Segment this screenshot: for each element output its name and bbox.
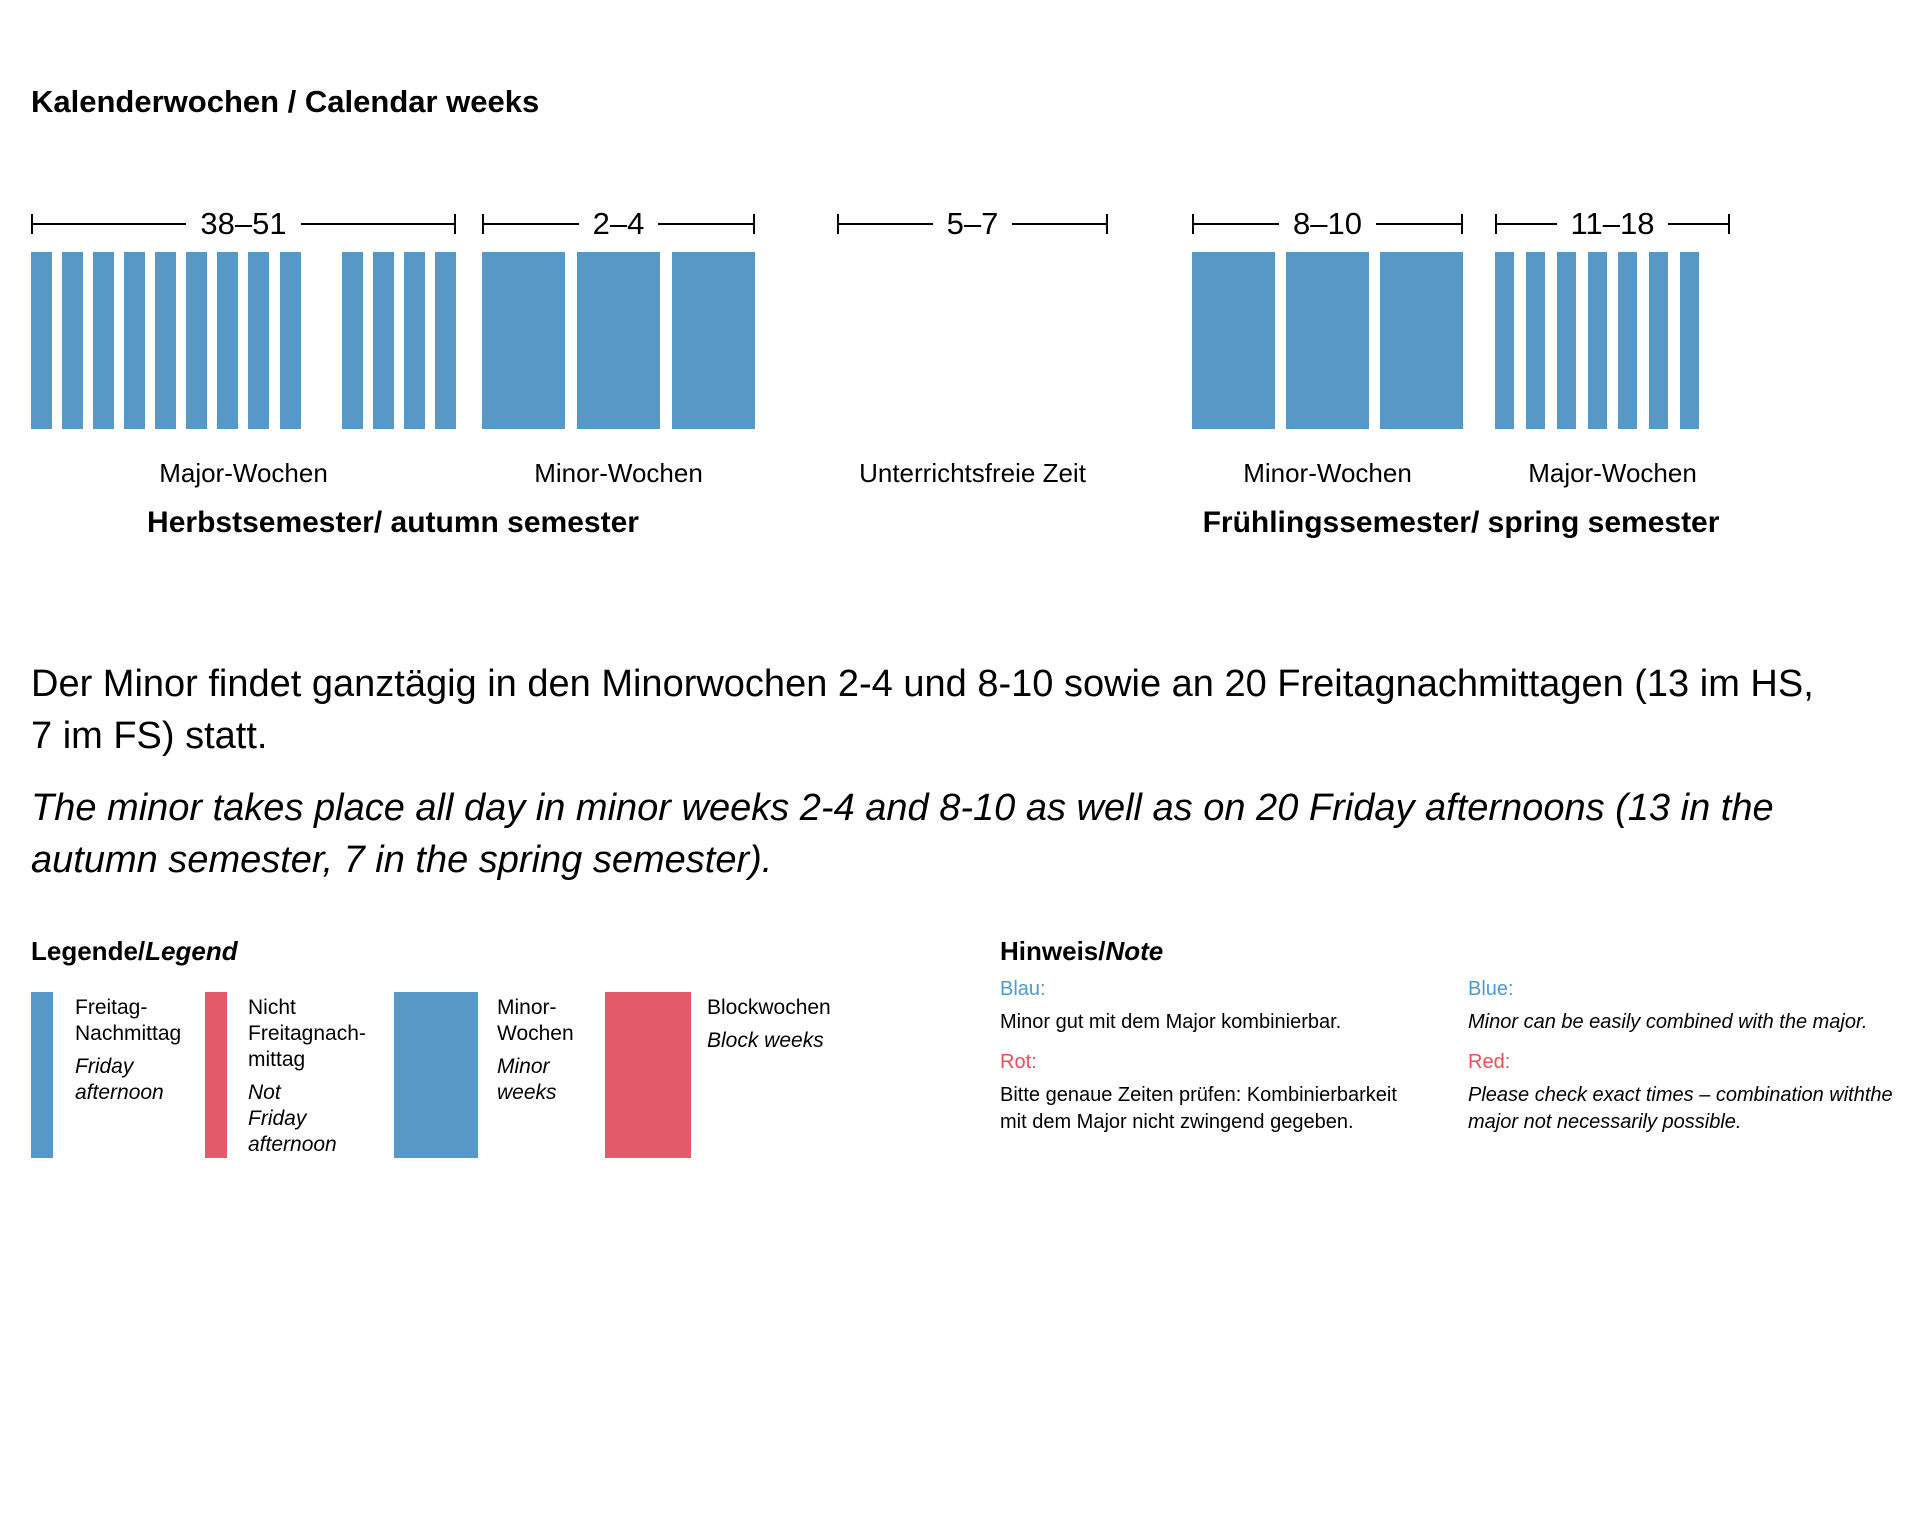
week-bar	[482, 252, 565, 429]
week-bar	[62, 252, 84, 429]
week-bar	[31, 252, 52, 429]
group-caption: Unterrichtsfreie Zeit	[859, 458, 1086, 488]
range-bracket: 11–18	[1495, 206, 1730, 241]
week-bar	[1495, 252, 1514, 429]
intro-paragraph-english: The minor takes place all day in minor w…	[31, 787, 1774, 881]
note-text: Minor gut mit dem Major kombinierbar.	[1000, 1011, 1342, 1033]
bracket-line	[300, 223, 456, 225]
week-bar	[403, 252, 425, 429]
legend-label-english: Minor weeks	[497, 1055, 557, 1104]
bracket-line	[31, 223, 187, 225]
week-bar	[1192, 252, 1275, 429]
week-bar	[186, 252, 208, 429]
week-bar	[217, 252, 239, 429]
week-bar	[1556, 252, 1576, 429]
week-bar	[1587, 252, 1607, 429]
group-caption: Major-Wochen	[159, 458, 328, 488]
legend-swatch-blue	[394, 992, 478, 1158]
week-bar	[1525, 252, 1545, 429]
week-bar	[1618, 252, 1638, 429]
legend-label-german: Nicht Freitagnach- mittag	[248, 996, 366, 1071]
week-bars-row	[1495, 252, 1730, 429]
note-text: Bitte genaue Zeiten prüfen: Kombinierbar…	[1000, 1084, 1397, 1133]
legend-label-english: Not Friday afternoon	[248, 1081, 337, 1156]
note-column-en: Blue: Minor can be easily combined with t…	[1468, 977, 1920, 1150]
week-bar	[577, 252, 660, 429]
semester-title: Frühlingssemester/ spring semester	[1202, 506, 1720, 539]
range-label: 8–10	[1293, 206, 1362, 241]
week-bar	[434, 252, 456, 429]
legend-swatch-red	[205, 992, 227, 1158]
week-bars-row	[31, 252, 456, 429]
legend-swatch-blue	[31, 992, 53, 1158]
legend-label: Freitag- Nachmittag Friday afternoon	[75, 995, 181, 1106]
week-bar	[124, 252, 146, 429]
legend-label: Blockwochen Block weeks	[707, 995, 831, 1054]
note-title-en: Note	[1105, 936, 1164, 966]
note-text: Please check exact times – combination w…	[1468, 1084, 1893, 1133]
bracket-line	[1192, 223, 1280, 225]
week-bar	[155, 252, 177, 429]
note-title-de: Hinweis/	[1000, 936, 1106, 966]
bracket-line	[658, 223, 756, 225]
week-bar-empty	[311, 252, 332, 429]
range-label: 38–51	[200, 206, 287, 241]
week-bar	[1649, 252, 1669, 429]
range-bracket: 8–10	[1192, 206, 1463, 241]
note-heading-red: Red:	[1468, 1051, 1511, 1073]
bracket-line	[1012, 223, 1109, 225]
legend-label-german: Blockwochen	[707, 996, 831, 1019]
legend-title: Legende/Legend	[31, 936, 238, 967]
week-bar	[1680, 252, 1700, 429]
note-heading-blue: Blau:	[1000, 978, 1046, 1000]
note-heading-red: Rot:	[1000, 1051, 1037, 1073]
legend-label: Nicht Freitagnach- mittag Not Friday afte…	[248, 995, 366, 1158]
bracket-line	[1495, 223, 1557, 225]
range-label: 11–18	[1570, 206, 1655, 241]
range-bracket: 5–7	[837, 206, 1109, 241]
range-label: 5–7	[946, 206, 999, 241]
semester-title: Herbstsemester/ autumn semester	[147, 506, 639, 539]
range-label: 2–4	[592, 206, 645, 241]
bracket-line	[837, 223, 933, 225]
week-bar	[1380, 252, 1463, 429]
intro-paragraph-german: Der Minor findet ganztägig in den Minorw…	[31, 663, 1814, 757]
bracket-line	[1375, 223, 1463, 225]
legend-title-en: Legend	[145, 936, 238, 966]
bracket-line	[482, 223, 579, 225]
week-bar	[341, 252, 363, 429]
range-bracket: 38–51	[31, 206, 456, 241]
legend-label-english: Block weeks	[707, 1029, 824, 1052]
note-text: Minor can be easily combined with the ma…	[1468, 1011, 1868, 1033]
week-bar	[279, 252, 301, 429]
week-bar	[372, 252, 394, 429]
week-bar	[248, 252, 270, 429]
group-caption: Minor-Wochen	[1243, 458, 1412, 488]
note-column-de: Blau: Minor gut mit dem Major kombinierba…	[1000, 977, 1470, 1150]
legend-label-german: Freitag- Nachmittag	[75, 996, 182, 1045]
legend-title-de: Legende/	[31, 936, 146, 966]
group-caption: Major-Wochen	[1528, 458, 1697, 488]
week-bars-row	[1192, 252, 1463, 429]
week-bar-empty	[1711, 252, 1730, 429]
note-title: Hinweis/Note	[1000, 936, 1163, 967]
week-bars-row	[482, 252, 755, 429]
legend-label: Minor- Wochen Minor weeks	[497, 995, 574, 1106]
week-bar	[93, 252, 115, 429]
range-bracket: 2–4	[482, 206, 756, 241]
legend-swatch-red	[605, 992, 691, 1158]
note-heading-blue: Blue:	[1468, 978, 1514, 1000]
bracket-line	[1668, 223, 1730, 225]
group-caption: Minor-Wochen	[534, 458, 703, 488]
legend-label-german: Minor- Wochen	[497, 996, 574, 1045]
page-title: Kalenderwochen / Calendar weeks	[31, 84, 540, 119]
week-bar	[672, 252, 755, 429]
week-bar	[1286, 252, 1369, 429]
legend-label-english: Friday afternoon	[75, 1055, 164, 1104]
